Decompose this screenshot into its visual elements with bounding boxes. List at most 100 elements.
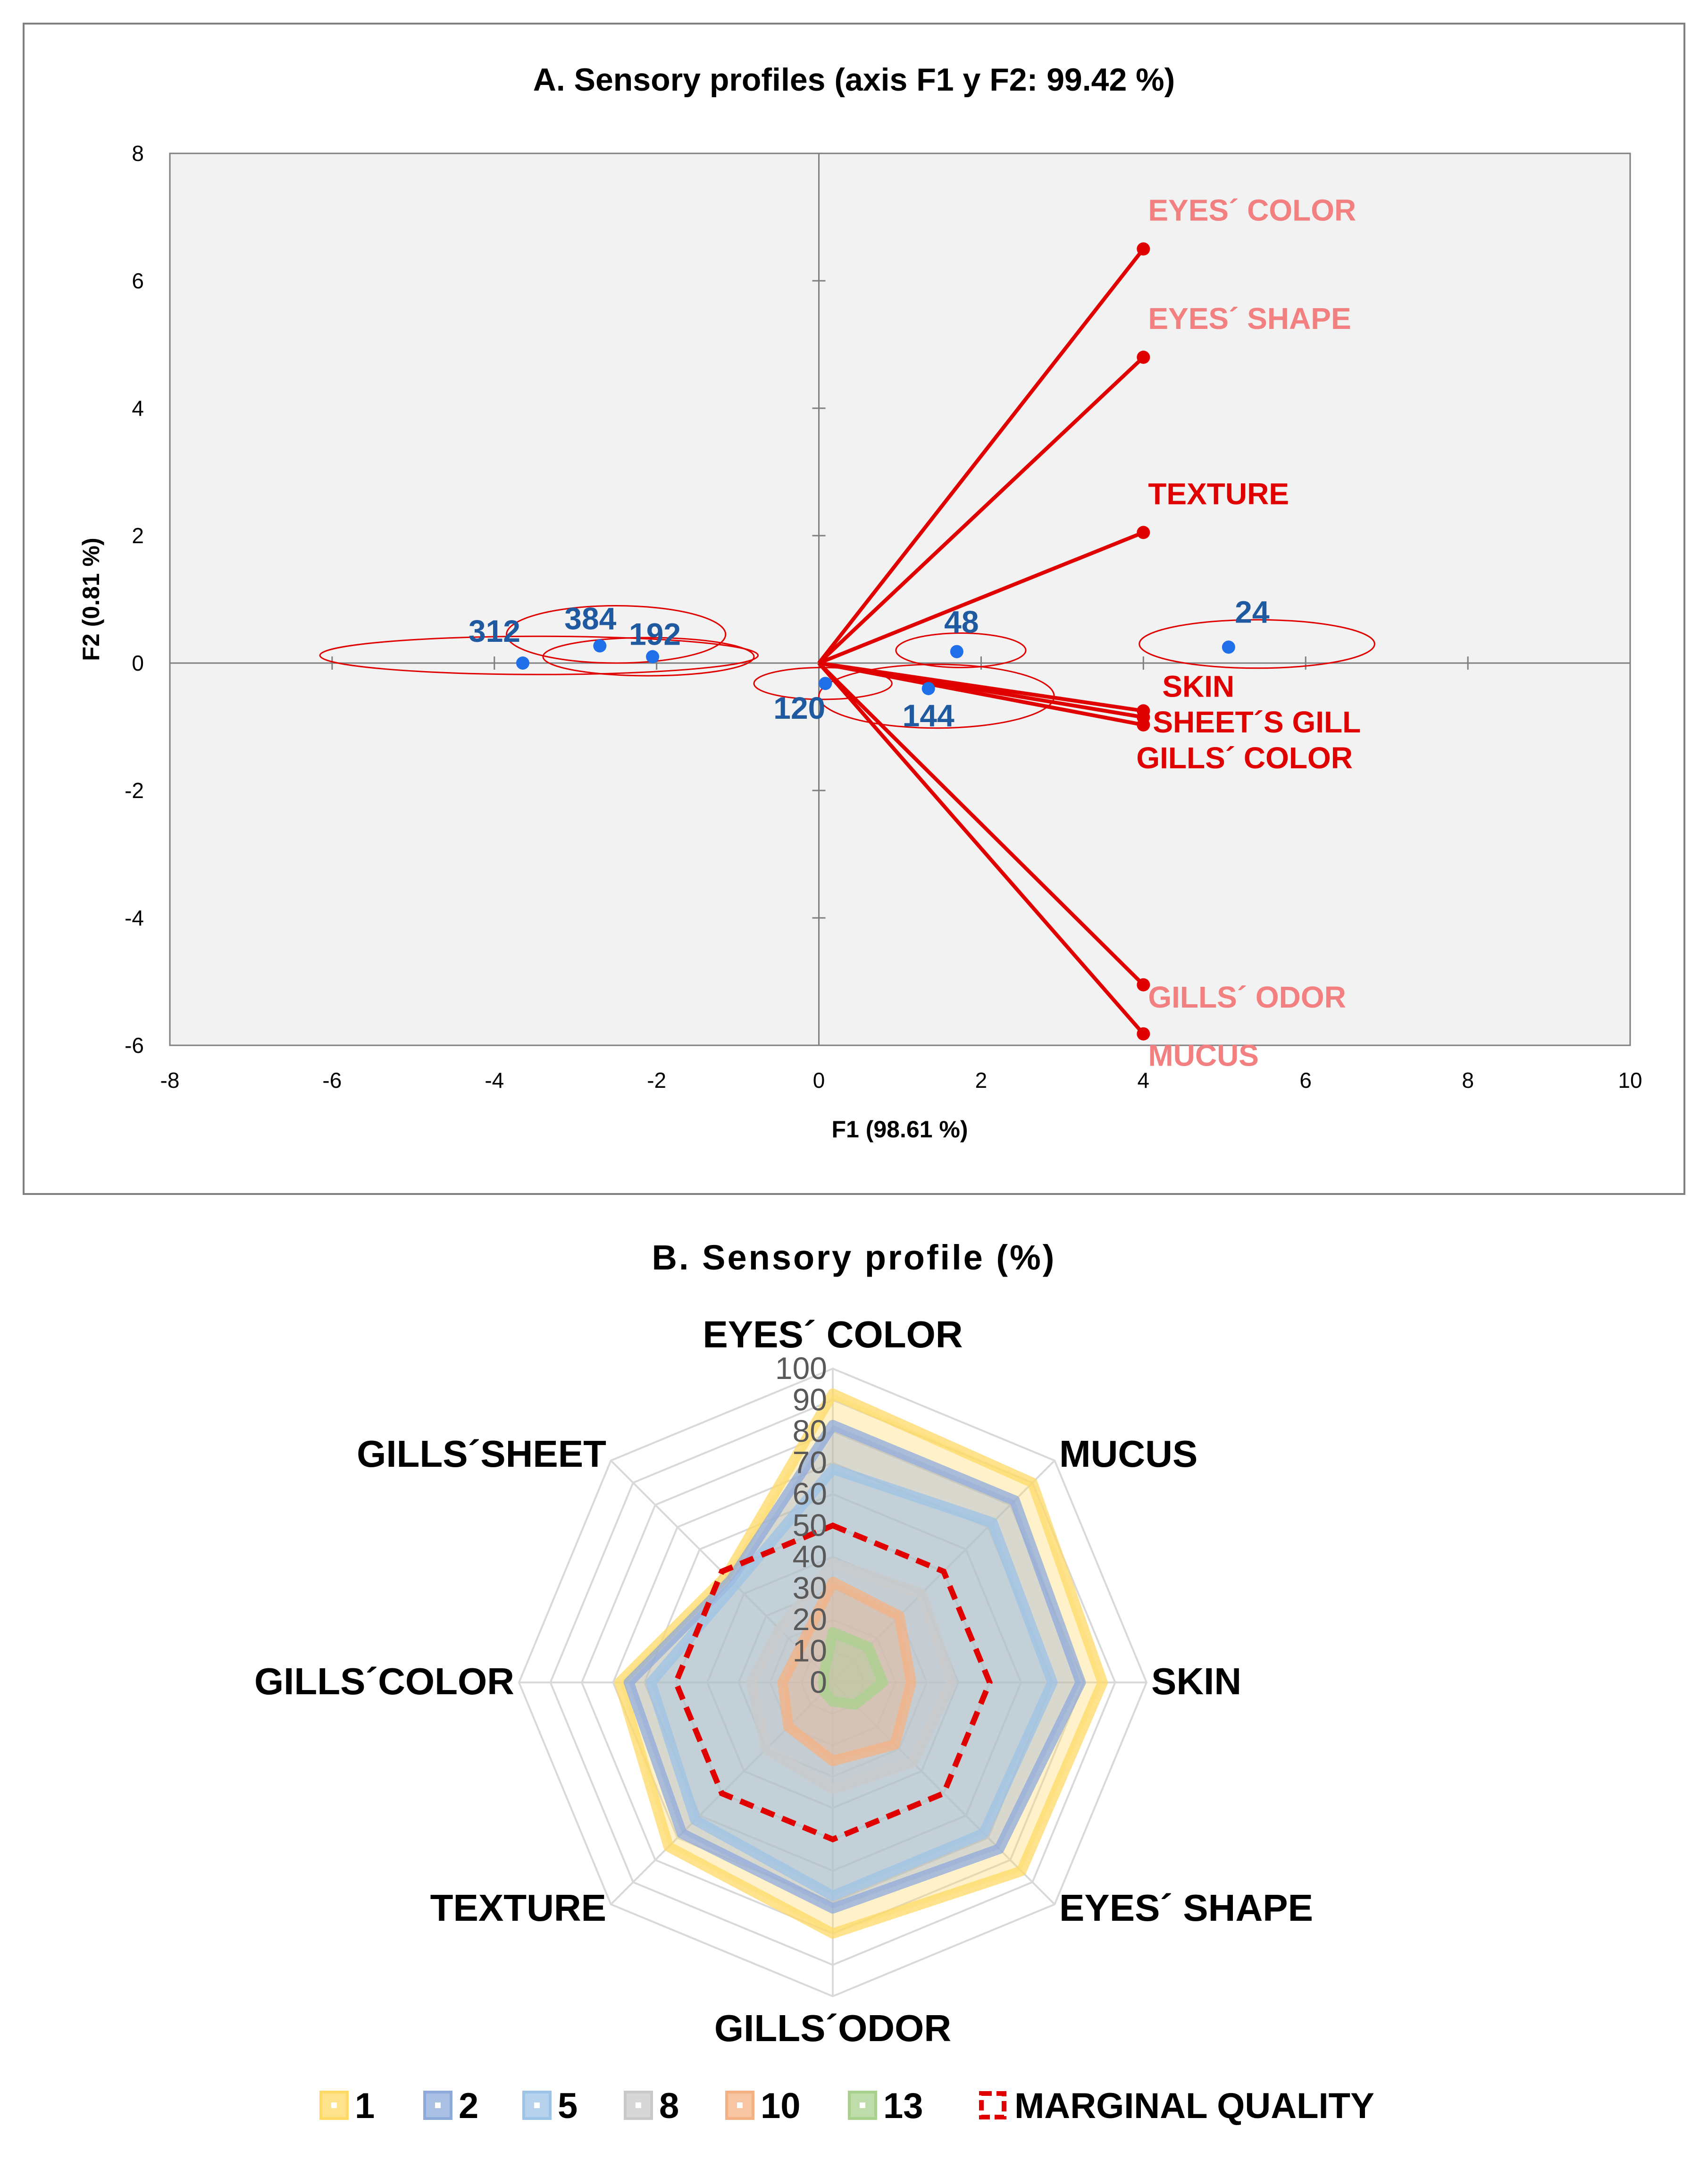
y-tick-label: 0 xyxy=(132,651,144,675)
y-tick-label: -2 xyxy=(125,778,144,803)
variable-vector-tip xyxy=(1137,351,1150,364)
radar-axis-label: EYES´ COLOR xyxy=(703,1313,963,1355)
variable-label: EYES´ SHAPE xyxy=(1148,302,1351,336)
x-tick-label: 6 xyxy=(1299,1068,1312,1093)
legend-label: 2 xyxy=(459,2086,478,2126)
y-axis-label: F2 (0.81 %) xyxy=(78,538,104,661)
x-tick-label: -4 xyxy=(485,1068,504,1093)
radar-value-tick: 30 xyxy=(793,1571,827,1606)
y-tick-label: 4 xyxy=(132,396,144,420)
observation-point xyxy=(921,682,935,695)
variable-vector xyxy=(818,530,1144,665)
observation-point xyxy=(1222,640,1235,654)
radar-value-tick: 0 xyxy=(810,1665,827,1699)
observation-label: 192 xyxy=(629,617,681,652)
variable-vector xyxy=(817,356,1145,664)
observation-label: 48 xyxy=(944,605,979,639)
confidence-ellipses xyxy=(319,605,1375,729)
radar-value-tick: 40 xyxy=(793,1539,827,1574)
legend-swatch-center xyxy=(534,2102,540,2108)
legend-label: 5 xyxy=(558,2086,578,2126)
biplot-axes xyxy=(169,152,1631,1046)
variable-vector xyxy=(818,661,1144,727)
variable-label: GILLS´ ODOR xyxy=(1148,980,1346,1014)
variable-vector xyxy=(817,248,1145,664)
observation-label: 144 xyxy=(903,698,954,733)
observation-label: 384 xyxy=(564,601,616,636)
x-tick-label: -8 xyxy=(160,1068,180,1093)
observation-label: 120 xyxy=(773,690,825,725)
observation-point xyxy=(950,645,963,658)
radar-value-tick: 20 xyxy=(793,1602,827,1637)
legend-swatch-center xyxy=(737,2102,743,2108)
confidence-ellipse xyxy=(895,632,1027,668)
observation-point xyxy=(593,639,607,653)
radar-series-area xyxy=(818,1627,888,1710)
variable-vector xyxy=(817,662,1145,986)
confidence-ellipse xyxy=(319,635,759,675)
radar-series-area xyxy=(614,1388,1108,1939)
observation-point xyxy=(516,656,529,670)
radar-axis-label: TEXTURE xyxy=(430,1887,606,1929)
radar-value-tick: 10 xyxy=(793,1633,827,1668)
observation-label: 24 xyxy=(1235,594,1270,629)
observation-point xyxy=(646,650,660,664)
radar-axis-labels: EYES´ COLOR MUCUS SKIN EYES´ SHAPE GILLS´ODO… xyxy=(254,1313,1313,2049)
x-tick-label: 0 xyxy=(813,1068,825,1093)
variable-label: SKIN xyxy=(1162,669,1234,703)
x-tick-label: 4 xyxy=(1138,1068,1150,1093)
observation-label: 312 xyxy=(469,614,520,648)
variable-label: TEXTURE xyxy=(1148,477,1289,511)
legend-label: 10 xyxy=(761,2086,801,2126)
x-tick-label: 10 xyxy=(1618,1068,1642,1093)
legend-label: 13 xyxy=(883,2086,923,2126)
radar-series-area xyxy=(777,1577,917,1766)
variable-vector-tip xyxy=(1137,978,1150,992)
y-tick-label: -4 xyxy=(125,906,144,930)
legend-label-marginal: MARGINAL QUALITY xyxy=(1014,2086,1374,2126)
legend-label: 1 xyxy=(355,2086,375,2126)
observation-point xyxy=(819,677,832,690)
biplot-plot-area xyxy=(169,152,1631,1046)
x-tick-label: 8 xyxy=(1462,1068,1474,1093)
radar-value-tick: 100 xyxy=(775,1351,827,1386)
legend-swatch-center xyxy=(636,2102,641,2108)
observation-points: 24 48 120 144 192 384 312 xyxy=(469,594,1270,733)
y-tick-label: -6 xyxy=(125,1033,144,1058)
variable-vector-tip xyxy=(1137,526,1150,539)
y-tick-label: 8 xyxy=(132,141,144,166)
legend-swatch-center xyxy=(331,2102,337,2108)
biplot-panel: A. Sensory profiles (axis F1 y F2: 99.42… xyxy=(23,23,1685,1195)
confidence-ellipse xyxy=(1139,619,1375,669)
x-tick-label: -2 xyxy=(647,1068,666,1093)
radar-series xyxy=(614,1388,1108,1939)
radar-legend: 1 2 5 8 10 13 MARGINAL QUALITY xyxy=(319,2086,1374,2126)
legend-swatch-center xyxy=(860,2102,865,2108)
radar-value-tick: 80 xyxy=(793,1413,827,1448)
radar-value-tick: 90 xyxy=(793,1382,827,1417)
variable-label: GILLS´ COLOR xyxy=(1136,741,1353,775)
variable-vector-tip xyxy=(1137,242,1150,256)
x-axis-label: F1 (98.61 %) xyxy=(831,1116,968,1143)
legend-swatch-marginal xyxy=(979,2091,1006,2119)
variable-label: EYES´ COLOR xyxy=(1148,193,1356,227)
radar-axis-label: MUCUS xyxy=(1059,1433,1197,1475)
variable-vector xyxy=(817,662,1145,1035)
radar-axis-label: SKIN xyxy=(1151,1660,1241,1702)
marginal-quality-line xyxy=(673,1522,993,1842)
radar-series-area xyxy=(645,1463,1058,1901)
radar-value-tick: 60 xyxy=(793,1476,827,1511)
confidence-ellipse xyxy=(506,605,727,664)
radar-axis-label: EYES´ SHAPE xyxy=(1059,1887,1313,1929)
biplot-title: A. Sensory profiles (axis F1 y F2: 99.42… xyxy=(533,62,1175,98)
radar-value-tick: 70 xyxy=(793,1445,827,1480)
radar-axis-label: GILLS´COLOR xyxy=(254,1660,514,1702)
variable-label: MUCUS xyxy=(1148,1039,1259,1073)
variable-label: SHEET´S GILL xyxy=(1153,705,1361,739)
x-tick-label: 2 xyxy=(975,1068,988,1093)
y-tick-label: 6 xyxy=(132,269,144,293)
variable-vector-tip xyxy=(1137,1027,1150,1041)
